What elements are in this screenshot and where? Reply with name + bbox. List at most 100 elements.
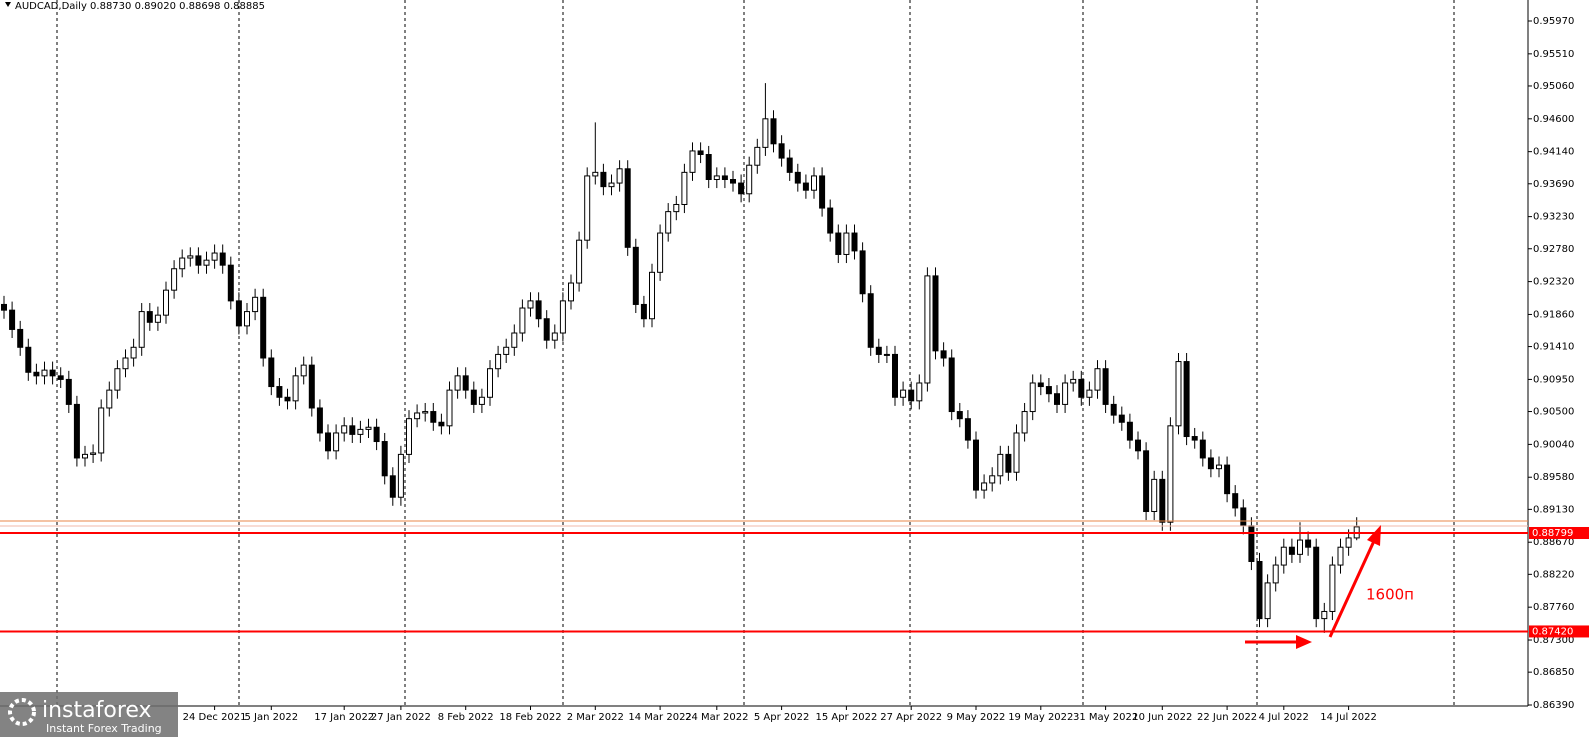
candle-body (559, 300, 566, 334)
candle-body (130, 346, 137, 359)
candle-body (211, 252, 218, 261)
candle-body (414, 412, 421, 420)
candle-body (1135, 439, 1141, 452)
candle-body (1264, 582, 1271, 620)
candle-body (883, 353, 890, 356)
candle-body (867, 293, 874, 348)
candle-body (438, 421, 445, 427)
candle-body (940, 350, 947, 359)
candle-body (260, 296, 267, 359)
candle-body (624, 168, 631, 248)
candle-body (462, 375, 469, 391)
candle-body (1013, 432, 1020, 473)
candle-body (284, 396, 291, 402)
candle-body (973, 439, 979, 491)
candle-body (1337, 546, 1344, 566)
candle-body (163, 289, 169, 316)
candle-body (495, 353, 502, 370)
candle-body (122, 357, 129, 370)
price-level-label: 0.88799 (1532, 528, 1573, 539)
candle-body (640, 303, 647, 320)
x-tick-label: 5 Jan 2022 (245, 712, 299, 723)
candle-body (446, 389, 453, 427)
x-tick-label: 24 Dec 2021 (183, 712, 247, 723)
candle-body (179, 257, 186, 270)
candle-body (1191, 436, 1198, 441)
candle-body (397, 453, 404, 498)
candle-body (73, 403, 80, 459)
candle-body (1240, 507, 1247, 527)
candle-body (811, 175, 817, 191)
y-tick-label: 0.87300 (1533, 635, 1574, 646)
x-tick-label: 31 May 2022 (1073, 712, 1138, 723)
candle-body (1021, 411, 1028, 434)
candle-body (600, 171, 607, 188)
chart-title: AUDCAD,Daily 0.88730 0.89020 0.88698 0.8… (15, 1, 265, 12)
candle-body (49, 369, 56, 377)
candle-body (527, 300, 534, 309)
candle-body (932, 275, 939, 352)
candle-body (1232, 493, 1239, 509)
x-tick-label: 4 Jul 2022 (1259, 712, 1309, 723)
candle-body (1256, 560, 1263, 620)
candle-body (584, 175, 591, 241)
candle-body (511, 332, 518, 348)
x-tick-label: 18 Feb 2022 (499, 712, 561, 723)
candle-body (349, 425, 356, 435)
candle-body (1297, 539, 1303, 555)
arrows (1245, 525, 1381, 649)
watermark: instaforex Instant Forex Trading (0, 692, 178, 737)
candle-body (657, 232, 664, 273)
candle-body (430, 411, 437, 423)
candle-body (316, 407, 323, 434)
candle-body (802, 182, 809, 191)
y-tick-label: 0.91860 (1533, 309, 1574, 320)
candle-body (989, 475, 996, 484)
candle-body (956, 411, 963, 420)
price-level-box (1529, 625, 1589, 638)
y-tick-label: 0.95510 (1533, 49, 1574, 60)
y-tick-label: 0.88220 (1533, 569, 1574, 580)
candle-body (470, 389, 477, 405)
x-tick-label: 27 Jan 2022 (371, 712, 431, 723)
candle-body (713, 175, 720, 180)
candle-body (1143, 450, 1150, 513)
x-tick-label: 22 Jun 2022 (1197, 712, 1257, 723)
candle-body (1045, 386, 1052, 395)
watermark-box (0, 692, 178, 737)
candle-body (138, 311, 145, 348)
y-tick-label: 0.91410 (1533, 342, 1574, 353)
title-marker (5, 2, 11, 7)
candle-body (819, 175, 826, 209)
candle-body (835, 232, 842, 255)
x-tick-label: 15 Apr 2022 (815, 712, 877, 723)
candle-body (786, 157, 793, 173)
x-tick-label: 19 May 2022 (1008, 712, 1073, 723)
candle-body (843, 232, 850, 255)
candle-body (1070, 378, 1077, 384)
candle-body (592, 171, 599, 177)
candle-body (300, 364, 307, 377)
y-tick-label: 0.87760 (1533, 602, 1574, 613)
candle-body (681, 171, 688, 205)
candle-body (195, 255, 202, 266)
candle-body (154, 314, 161, 323)
candle-body (1, 303, 7, 311)
arrow-head (1296, 635, 1312, 649)
candle-body (738, 182, 745, 195)
y-tick-label: 0.90950 (1533, 374, 1574, 385)
plot: 0.95970 0.95510 0.95060 0.94600 0.94140 0.936… (0, 16, 1589, 723)
candle-body (908, 389, 915, 402)
x-tick-label: 27 Apr 2022 (880, 712, 942, 723)
x-tick-label: 8 Feb 2022 (438, 712, 494, 723)
candle-body (924, 275, 931, 384)
candle-body (1272, 564, 1279, 584)
candle-body (1159, 478, 1166, 523)
candle-body (90, 452, 97, 455)
candle-body (478, 396, 485, 405)
candle-body (98, 407, 105, 454)
candle-body (227, 264, 234, 302)
candle-body (357, 428, 364, 435)
candle-body (1078, 378, 1085, 398)
